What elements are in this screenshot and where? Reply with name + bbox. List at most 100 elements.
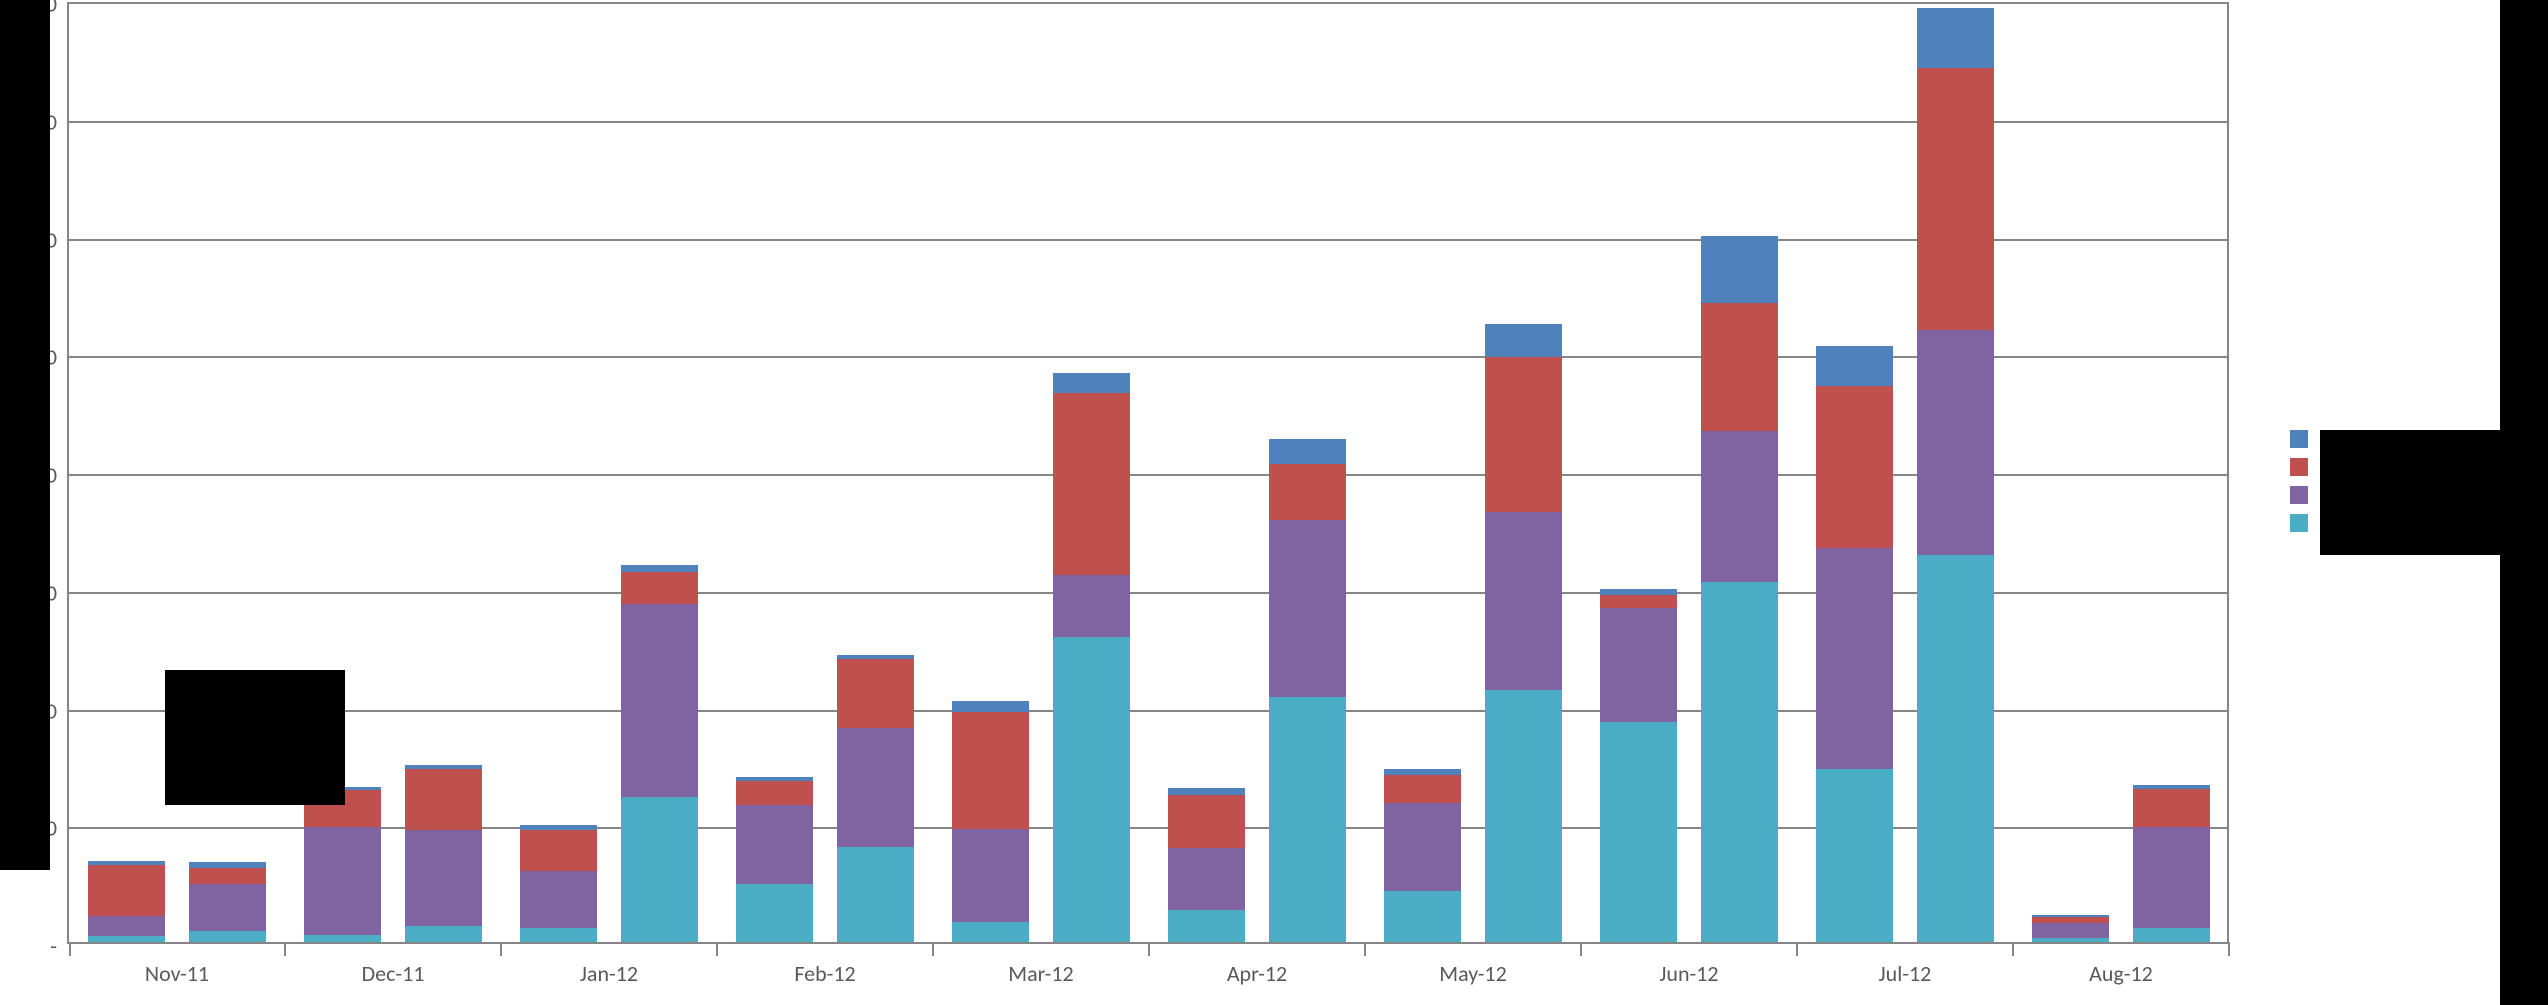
x-tick bbox=[2012, 942, 2014, 956]
bar-segment bbox=[2032, 938, 2109, 942]
chart-stage: -000000000000000000000000Nov-11Dec-11Jan… bbox=[0, 0, 2548, 1005]
bar-segment bbox=[1816, 548, 1893, 769]
bar-segment bbox=[621, 572, 698, 604]
legend-item bbox=[2290, 486, 2318, 504]
bar-segment bbox=[621, 797, 698, 942]
bar-segment bbox=[189, 931, 266, 942]
legend-item bbox=[2290, 514, 2318, 532]
gridline bbox=[69, 121, 2227, 123]
bar-segment bbox=[520, 928, 597, 942]
x-category-label: Mar-12 bbox=[1008, 942, 1073, 987]
bar-segment bbox=[1168, 910, 1245, 942]
bar-segment bbox=[1917, 68, 1994, 329]
gridline bbox=[69, 592, 2227, 594]
bar-segment bbox=[1168, 848, 1245, 910]
bar-segment bbox=[1053, 575, 1130, 637]
legend-swatch bbox=[2290, 486, 2308, 504]
bar-segment bbox=[837, 847, 914, 942]
bar-segment bbox=[2133, 827, 2210, 928]
bar-segment bbox=[405, 769, 482, 830]
bar-segment bbox=[952, 922, 1029, 942]
bar-segment bbox=[1384, 775, 1461, 803]
bar-segment bbox=[1917, 555, 1994, 942]
bar-segment bbox=[189, 884, 266, 931]
x-category-label: Jun-12 bbox=[1659, 942, 1718, 987]
bar-segment bbox=[1701, 303, 1778, 431]
redaction-block bbox=[2320, 430, 2530, 555]
x-category-label: Aug-12 bbox=[2089, 942, 2153, 987]
redaction-block bbox=[165, 670, 345, 805]
bar-segment bbox=[1917, 8, 1994, 68]
bar-segment bbox=[2032, 915, 2109, 917]
x-category-label: Nov-11 bbox=[145, 942, 209, 987]
bar-segment bbox=[1485, 324, 1562, 357]
bar-segment bbox=[1269, 520, 1346, 697]
x-category-label: May-12 bbox=[1439, 942, 1506, 987]
bar-segment bbox=[1053, 637, 1130, 942]
bar-segment bbox=[1168, 795, 1245, 848]
gridline bbox=[69, 239, 2227, 241]
x-category-label: Feb-12 bbox=[794, 942, 855, 987]
gridline bbox=[69, 356, 2227, 358]
legend-swatch bbox=[2290, 430, 2308, 448]
x-tick bbox=[2228, 942, 2230, 956]
bar-segment bbox=[2032, 923, 2109, 938]
x-category-label: Dec-11 bbox=[362, 942, 425, 987]
bar-segment bbox=[1269, 464, 1346, 521]
bar-segment bbox=[736, 781, 813, 806]
legend bbox=[2290, 430, 2318, 542]
x-tick bbox=[1364, 942, 1366, 956]
bar-segment bbox=[1168, 788, 1245, 795]
bar-segment bbox=[837, 659, 914, 727]
bar-segment bbox=[952, 712, 1029, 829]
bar-segment bbox=[1485, 357, 1562, 512]
x-tick bbox=[1796, 942, 1798, 956]
bar-segment bbox=[621, 565, 698, 572]
bar-segment bbox=[1917, 330, 1994, 555]
bar-segment bbox=[2032, 917, 2109, 923]
gridline bbox=[69, 710, 2227, 712]
redaction-block bbox=[0, 0, 50, 870]
legend-item bbox=[2290, 458, 2318, 476]
bar-segment bbox=[1384, 803, 1461, 891]
bar-segment bbox=[1701, 431, 1778, 582]
bar-segment bbox=[304, 935, 381, 942]
bar-segment bbox=[304, 827, 381, 935]
bar-segment bbox=[88, 916, 165, 936]
bar-segment bbox=[1816, 386, 1893, 547]
bar-segment bbox=[1384, 769, 1461, 775]
x-tick bbox=[1580, 942, 1582, 956]
bar-segment bbox=[1053, 393, 1130, 574]
gridline bbox=[69, 827, 2227, 829]
bar-segment bbox=[1485, 690, 1562, 942]
bar-segment bbox=[88, 936, 165, 942]
bar-segment bbox=[520, 871, 597, 928]
bar-segment bbox=[1384, 891, 1461, 942]
bar-segment bbox=[1600, 595, 1677, 608]
bar-segment bbox=[1485, 512, 1562, 690]
bar-segment bbox=[952, 829, 1029, 922]
bar-segment bbox=[1816, 769, 1893, 942]
legend-swatch bbox=[2290, 514, 2308, 532]
bar-segment bbox=[1701, 582, 1778, 942]
bar-segment bbox=[88, 865, 165, 916]
bar-segment bbox=[189, 868, 266, 884]
x-category-label: Jan-12 bbox=[580, 942, 638, 987]
legend-swatch bbox=[2290, 458, 2308, 476]
bar-segment bbox=[1816, 346, 1893, 386]
bar-segment bbox=[1701, 236, 1778, 303]
bar-segment bbox=[520, 830, 597, 871]
bar-segment bbox=[520, 825, 597, 830]
bar-segment bbox=[1600, 608, 1677, 722]
x-tick bbox=[284, 942, 286, 956]
bar-segment bbox=[837, 728, 914, 847]
x-tick bbox=[1148, 942, 1150, 956]
x-category-label: Jul-12 bbox=[1879, 942, 1932, 987]
bar-segment bbox=[88, 861, 165, 866]
bar-segment bbox=[405, 926, 482, 942]
bar-segment bbox=[1269, 439, 1346, 464]
bar-segment bbox=[1600, 589, 1677, 595]
y-tick-label: - bbox=[50, 933, 69, 960]
bar-segment bbox=[2133, 789, 2210, 827]
legend-item bbox=[2290, 430, 2318, 448]
